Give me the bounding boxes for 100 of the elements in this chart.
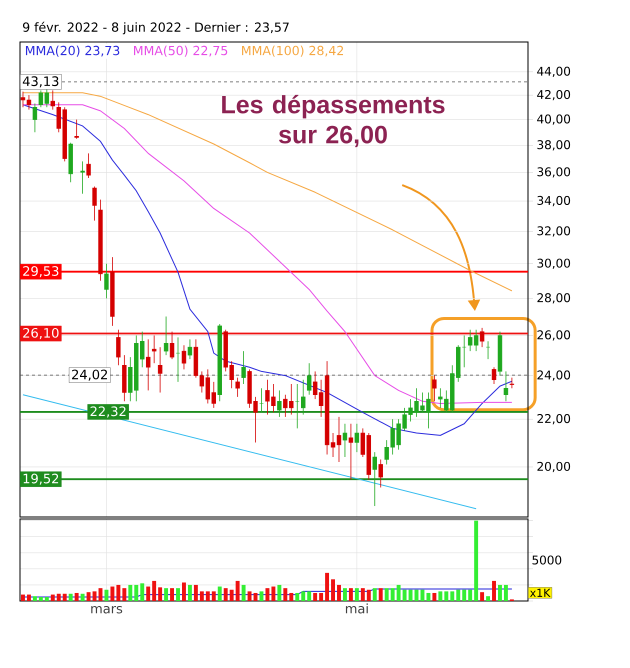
- bar: [438, 591, 442, 602]
- candlestick: [354, 423, 360, 453]
- bar: [432, 592, 436, 602]
- candlestick: [259, 388, 264, 413]
- bar: [182, 582, 186, 602]
- bar: [348, 588, 353, 602]
- bar: [110, 586, 114, 602]
- bar: [277, 584, 282, 602]
- bar: [468, 590, 472, 602]
- bar: [50, 594, 55, 602]
- bar: [372, 588, 377, 602]
- bar: [396, 584, 401, 602]
- candlestick: [235, 377, 240, 398]
- bar: [176, 588, 180, 602]
- bar: [474, 520, 478, 602]
- ref-line-label: 19,52: [24, 474, 58, 485]
- candlestick: [348, 423, 354, 480]
- y-tick-label: 26,00: [537, 330, 570, 341]
- bar: [152, 580, 156, 602]
- candlestick: [146, 338, 150, 391]
- bar: [426, 592, 430, 602]
- candlestick: [306, 362, 312, 396]
- candlestick: [277, 390, 282, 418]
- bar: [498, 584, 502, 602]
- candlestick: [104, 263, 109, 299]
- text: MMA(100) 28,42: [242, 46, 344, 57]
- candlestick: [86, 152, 91, 178]
- y-tick-label: 32,00: [537, 226, 570, 237]
- bar: [462, 590, 466, 602]
- candlestick: [480, 327, 484, 348]
- y-tick-label: 42,00: [537, 90, 570, 100]
- ref-line-label: 29,53: [23, 266, 58, 278]
- y-tick-label: 40,00: [537, 114, 570, 125]
- bar: [74, 592, 79, 602]
- candlestick: [378, 459, 383, 488]
- bar: [378, 588, 383, 602]
- ref-line-label: 26,10: [23, 328, 59, 340]
- y-axis-title: x1K: [530, 588, 551, 597]
- bar: [342, 588, 347, 602]
- bar: [92, 591, 96, 602]
- bar: [301, 591, 306, 602]
- text: 5000: [532, 555, 562, 565]
- bar: [68, 594, 73, 602]
- y-tick-label: 22,00: [537, 414, 570, 424]
- x-tick-label: mai: [346, 603, 368, 614]
- candlestick: [182, 344, 186, 370]
- bar: [384, 588, 389, 602]
- ref-line-label: 43,13: [22, 76, 58, 88]
- bar: [480, 592, 484, 602]
- bar: [224, 588, 228, 602]
- y-tick-label: 30,00: [537, 258, 570, 269]
- bar: [260, 591, 264, 602]
- bar: [414, 590, 418, 602]
- bar: [271, 586, 276, 602]
- bar: [366, 590, 371, 602]
- bar: [325, 572, 330, 602]
- bar: [164, 588, 168, 602]
- candlestick: [188, 338, 192, 360]
- bar: [206, 591, 210, 602]
- bar: [236, 580, 240, 602]
- candlestick: [510, 377, 514, 389]
- candlestick: [170, 331, 174, 360]
- y-tick-label: 38,00: [537, 140, 570, 150]
- bar: [265, 588, 270, 602]
- candlestick: [152, 335, 156, 364]
- bar: [86, 592, 91, 602]
- bar: [289, 592, 294, 602]
- bar: [194, 584, 198, 602]
- candlestick: [504, 371, 508, 402]
- bar: [354, 588, 359, 602]
- bar: [44, 596, 49, 602]
- bar: [402, 590, 407, 602]
- candlestick: [32, 103, 38, 133]
- y-tick-label: 44,00: [537, 66, 570, 77]
- ref-line-label: 24,02: [72, 370, 107, 381]
- candlestick: [50, 90, 56, 110]
- bar: [200, 591, 204, 602]
- bar: [444, 591, 448, 602]
- bar: [420, 590, 424, 602]
- bar: [331, 579, 335, 602]
- bar: [319, 592, 324, 602]
- ref-line-label: 22,32: [90, 406, 126, 418]
- bar: [283, 588, 288, 602]
- y-tick-label: 34,00: [537, 196, 570, 206]
- bar: [492, 580, 496, 602]
- candlestick: [116, 329, 121, 366]
- y-tick-label: 28,00: [537, 293, 570, 304]
- y-tick-label: 24,00: [537, 370, 570, 381]
- bar: [128, 584, 132, 602]
- candlestick: [164, 316, 168, 356]
- bar: [146, 586, 150, 602]
- bar: [254, 592, 258, 602]
- bar: [313, 592, 318, 602]
- bar: [38, 596, 43, 602]
- bar: [390, 588, 395, 602]
- annotation: Les dépassements sur 26,00: [222, 94, 445, 148]
- bar: [337, 584, 341, 602]
- candlestick: [92, 186, 97, 221]
- candlestick: [74, 119, 79, 140]
- chart-title: 9 févr. 2022 - 8 juin 2022 - Dernier : 23,57: [22, 22, 289, 34]
